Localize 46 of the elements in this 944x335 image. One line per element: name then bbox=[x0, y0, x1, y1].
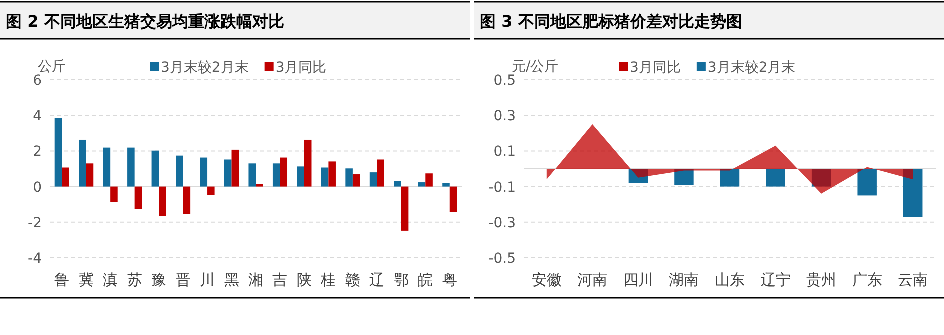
x-tick-label: 皖 bbox=[418, 271, 434, 289]
y-tick-label: 0 bbox=[33, 180, 42, 196]
y-axis-title: 公斤 bbox=[38, 59, 66, 75]
x-tick-label: 安徽 bbox=[532, 271, 562, 289]
x-tick-label: 广东 bbox=[852, 271, 882, 289]
x-tick-label: 湘 bbox=[248, 271, 264, 289]
y-tick-label: 0.5 bbox=[494, 73, 516, 89]
x-tick-label: 鄂 bbox=[394, 271, 409, 289]
x-tick-label: 陕 bbox=[296, 271, 312, 289]
y-axis-title: 元/公斤 bbox=[512, 59, 559, 75]
x-tick-label: 川 bbox=[200, 271, 216, 289]
y-tick-label: 2 bbox=[33, 144, 42, 160]
x-tick-label: 冀 bbox=[78, 271, 94, 289]
x-tick-label: 四川 bbox=[623, 271, 654, 289]
chart-title: 图 2 不同地区生猪交易均重涨跌幅对比 bbox=[6, 12, 284, 31]
x-tick-label: 晋 bbox=[176, 271, 191, 289]
legend-label: 3月末较2月末 bbox=[161, 60, 249, 76]
chart-title: 图 3 不同地区肥标猪价差对比走势图 bbox=[480, 12, 742, 31]
x-tick-label: 河南 bbox=[578, 271, 608, 289]
x-tick-label: 粤 bbox=[442, 271, 458, 289]
y-tick-label: -0.5 bbox=[488, 251, 516, 267]
x-tick-label: 滇 bbox=[103, 271, 118, 289]
y-tick-label: -2 bbox=[28, 215, 42, 232]
x-tick-label: 赣 bbox=[345, 271, 360, 289]
y-tick-label: 0.3 bbox=[494, 108, 516, 125]
x-tick-label: 辽宁 bbox=[760, 271, 791, 289]
y-tick-label: -0.1 bbox=[488, 180, 516, 196]
x-tick-label: 桂 bbox=[320, 271, 336, 289]
y-tick-label: -0.3 bbox=[488, 215, 516, 232]
y-tick-label: 0.1 bbox=[494, 144, 516, 160]
legend-label: 3月同比 bbox=[276, 60, 327, 76]
y-tick-label: 6 bbox=[33, 73, 42, 89]
x-tick-label: 鲁 bbox=[54, 271, 70, 289]
legend-label: 3月同比 bbox=[630, 60, 681, 76]
x-tick-label: 吉 bbox=[272, 271, 288, 289]
x-tick-label: 湖南 bbox=[669, 271, 700, 289]
y-tick-label: -4 bbox=[28, 251, 42, 267]
x-tick-label: 苏 bbox=[127, 271, 142, 289]
legend-label: 3月末较2月末 bbox=[708, 60, 796, 76]
x-tick-label: 黑 bbox=[224, 271, 240, 289]
x-tick-label: 辽 bbox=[370, 271, 385, 289]
x-tick-label: 山东 bbox=[715, 271, 745, 289]
y-tick-label: 4 bbox=[33, 108, 42, 125]
x-tick-label: 云南 bbox=[898, 271, 928, 289]
x-tick-label: 贵州 bbox=[806, 271, 837, 289]
x-tick-label: 豫 bbox=[152, 271, 167, 289]
